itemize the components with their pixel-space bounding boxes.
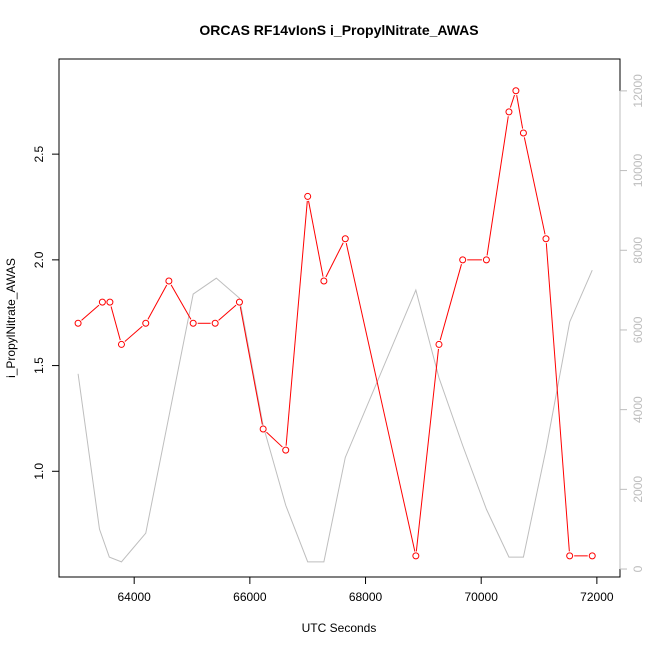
series-line-segment (308, 200, 324, 277)
data-point (142, 319, 150, 327)
y-tick-label: 1.0 (32, 463, 46, 480)
right-series-layer (77, 269, 593, 563)
series-line-segment (266, 431, 283, 448)
data-point (542, 235, 550, 243)
series-line-segment (170, 284, 192, 320)
series-line-segment (523, 137, 546, 235)
x-tick-label: 72000 (580, 590, 614, 604)
y2-tick-label: 6000 (631, 316, 645, 343)
y2-tick-label: 8000 (631, 237, 645, 264)
y2-tick-label: 4000 (631, 396, 645, 423)
series-line-segment (439, 264, 462, 341)
x-axis-label: UTC Seconds (302, 621, 377, 635)
left-series-layer (74, 87, 596, 560)
series-line-segment (345, 242, 416, 552)
series-line-segment (239, 306, 263, 425)
data-point (412, 552, 420, 560)
data-point (211, 319, 219, 327)
data-point (519, 129, 527, 137)
data-point (505, 108, 513, 116)
series-line (77, 269, 593, 563)
data-point (106, 298, 114, 306)
series-line-segment (81, 304, 100, 321)
data-point (98, 298, 106, 306)
data-point (482, 256, 490, 264)
series-line-segment (509, 94, 515, 108)
series-line-segment (486, 116, 509, 256)
data-point (282, 446, 290, 454)
data-point (189, 319, 197, 327)
data-point (435, 340, 443, 348)
series-line-segment (110, 306, 121, 341)
chart-title: ORCAS RF14vIonS i_PropylNitrate_AWAS (199, 22, 478, 38)
y2-tick-label: 10000 (631, 154, 645, 188)
y2-tick-label: 12000 (631, 74, 645, 108)
data-point (235, 298, 243, 306)
data-point (320, 277, 328, 285)
data-point (512, 87, 520, 95)
series-line-segment (285, 200, 308, 446)
data-point (341, 235, 349, 243)
data-point (117, 340, 125, 348)
series-line-segment (516, 95, 524, 129)
data-point (165, 277, 173, 285)
x-tick-label: 68000 (349, 590, 383, 604)
data-point (459, 256, 467, 264)
series-line-segment (147, 284, 168, 320)
series-line-segment (415, 348, 439, 552)
data-point (74, 319, 82, 327)
x-tick-label: 70000 (465, 590, 499, 604)
data-point (304, 192, 312, 200)
y2-tick-label: 2000 (631, 476, 645, 503)
series-line-segment (124, 325, 143, 342)
x-tick-label: 64000 (117, 590, 151, 604)
y-tick-label: 2.5 (32, 145, 46, 162)
y-axis-left: 1.0 1.5 2.0 2.5 (32, 145, 60, 480)
y-axis-right: 0 2000 4000 6000 8000 10000 12000 (619, 74, 645, 572)
y-tick-label: 1.5 (32, 357, 46, 374)
x-tick-label: 66000 (233, 590, 267, 604)
y2-tick-label: 0 (631, 565, 645, 572)
data-point (566, 552, 574, 560)
series-line-segment (325, 242, 344, 278)
data-point (588, 552, 596, 560)
y-tick-label: 2.0 (32, 251, 46, 268)
data-point (259, 425, 267, 433)
series-line-segment (218, 304, 237, 321)
x-axis: 64000 66000 68000 70000 72000 (117, 576, 614, 604)
series-line-segment (545, 243, 570, 552)
y-axis-label: i_PropylNitrate_AWAS (4, 258, 18, 378)
